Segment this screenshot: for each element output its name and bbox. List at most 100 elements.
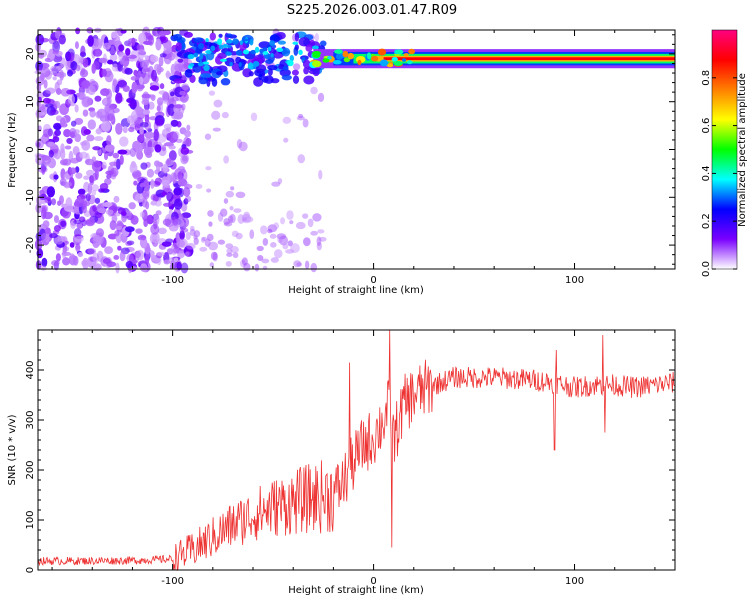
noise-blob (55, 253, 61, 262)
noise-blob (153, 63, 161, 72)
signal-blob (312, 67, 320, 77)
noise-blob (95, 128, 103, 135)
noise-blob (102, 42, 112, 50)
noise-blob (53, 174, 59, 180)
noise-blob (51, 260, 60, 266)
noise-blob (135, 106, 143, 114)
noise-blob (46, 186, 56, 198)
noise-blob (40, 232, 51, 242)
noise-blob (174, 63, 184, 72)
signal-blob (173, 33, 183, 41)
noise-blob (120, 29, 127, 34)
noise-blob (119, 58, 124, 65)
signal-blob (193, 37, 204, 43)
signal-blob (302, 59, 311, 69)
signal-blob (193, 52, 199, 58)
noise-blob (282, 116, 292, 124)
noise-blob (180, 203, 188, 212)
noise-blob (165, 127, 172, 132)
signal-blob (225, 39, 233, 44)
noise-blob (53, 215, 60, 223)
spectrogram-x-tick-label: 100 (565, 275, 584, 286)
noise-blob (66, 69, 73, 77)
noise-blob (131, 81, 138, 94)
noise-blob (42, 128, 52, 138)
noise-blob (54, 29, 61, 39)
noise-blob (207, 210, 214, 217)
signal-blob (184, 69, 193, 78)
noise-blob (35, 202, 42, 214)
noise-blob (131, 171, 141, 178)
noise-blob (134, 193, 144, 203)
colorbar-tick-label: 0.8 (701, 70, 712, 86)
noise-blob (150, 55, 159, 63)
signal-blob (248, 71, 254, 77)
noise-blob (59, 69, 64, 81)
noise-blob (99, 182, 109, 191)
noise-blob (298, 113, 304, 119)
noise-blob (41, 156, 52, 165)
noise-blob (182, 222, 188, 229)
spectrogram-y-tick-label: -20 (25, 237, 36, 253)
noise-blob (204, 133, 212, 141)
noise-blob (177, 58, 184, 63)
noise-blob (179, 90, 186, 96)
noise-blob (139, 121, 149, 128)
noise-blob (130, 110, 138, 122)
signal-line-band (383, 57, 675, 61)
noise-blob (290, 243, 300, 253)
noise-blob (128, 54, 137, 59)
noise-blob (43, 79, 48, 89)
noise-blob (92, 61, 100, 71)
signal-blob (262, 51, 269, 55)
noise-blob (41, 164, 46, 175)
noise-blob (269, 233, 277, 239)
noise-blob (133, 180, 138, 186)
signal-blob (305, 44, 313, 52)
noise-blob (68, 254, 78, 266)
signal-blob (357, 59, 362, 66)
signal-blob (238, 62, 242, 67)
noise-blob (283, 137, 289, 143)
noise-blob (82, 109, 89, 117)
noise-blob (179, 226, 184, 234)
noise-blob (148, 138, 158, 148)
noise-blob (267, 228, 273, 234)
signal-blob (267, 65, 278, 71)
noise-blob (51, 198, 57, 206)
noise-blob (54, 123, 62, 131)
signal-blob (243, 38, 249, 42)
signal-blob (343, 57, 351, 63)
noise-blob (58, 34, 66, 45)
noise-blob (93, 161, 102, 168)
signal-blob (176, 51, 183, 57)
signal-blob (327, 56, 332, 60)
noise-blob (52, 76, 57, 81)
noise-blob (286, 210, 294, 220)
noise-blob (122, 85, 130, 92)
noise-blob (260, 225, 268, 235)
noise-blob (143, 218, 149, 228)
noise-blob (49, 233, 58, 239)
noise-blob (302, 118, 309, 128)
noise-blob (115, 92, 123, 104)
noise-blob (163, 43, 172, 54)
noise-blob (87, 183, 93, 195)
noise-blob (173, 187, 183, 196)
signal-blob (187, 53, 195, 60)
noise-blob (176, 121, 182, 128)
noise-blob (89, 109, 96, 118)
noise-blob (181, 212, 192, 219)
noise-blob (232, 252, 239, 259)
signal-blob (205, 38, 209, 43)
noise-blob (262, 238, 269, 246)
noise-blob (82, 57, 89, 68)
noise-blob (180, 262, 189, 274)
noise-blob (92, 48, 103, 57)
snr-panel: -100 0 100 0 100 200 300 400 Height of straight… (7, 329, 676, 596)
noise-blob (149, 85, 160, 91)
noise-blob (161, 179, 171, 187)
signal-blob (202, 61, 210, 65)
noise-blob (206, 188, 212, 193)
signal-blob (252, 61, 260, 67)
